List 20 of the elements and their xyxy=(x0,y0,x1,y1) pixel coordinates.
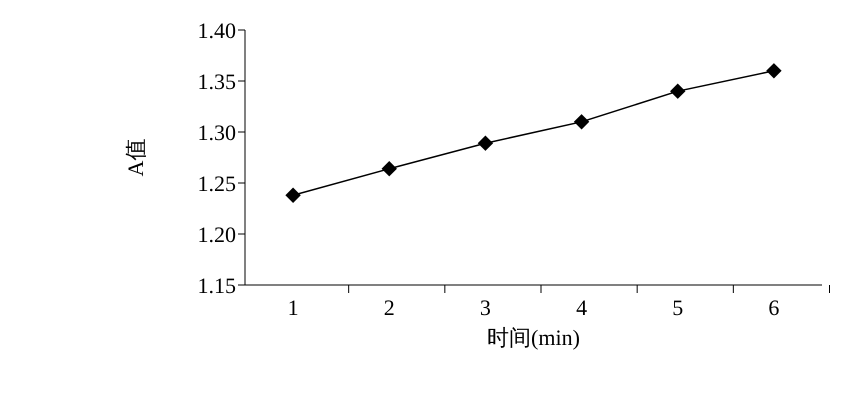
point xyxy=(766,63,782,78)
y-tick-label: 1.30 xyxy=(198,120,236,145)
x-tick-label: 3 xyxy=(480,295,491,320)
x-tick-label: 6 xyxy=(768,295,780,320)
y-tick-label: 1.35 xyxy=(198,68,236,94)
point xyxy=(478,136,493,151)
y-tick-label: 1.20 xyxy=(198,222,236,247)
point xyxy=(670,84,686,99)
y-axis-title: A值 xyxy=(122,138,148,176)
x-axis-title: 时间(min) xyxy=(487,325,580,350)
x-tick-label: 2 xyxy=(384,295,395,320)
point xyxy=(382,161,397,176)
y-tick-label: 1.25 xyxy=(198,170,236,196)
y-tick-label: 1.15 xyxy=(198,272,236,298)
point xyxy=(286,188,301,203)
x-tick-label: 5 xyxy=(672,295,684,320)
x-tick-label: 1 xyxy=(288,295,299,320)
point xyxy=(574,114,590,130)
x-tick-label: 4 xyxy=(576,295,588,320)
y-tick-label: 1.40 xyxy=(198,18,236,43)
